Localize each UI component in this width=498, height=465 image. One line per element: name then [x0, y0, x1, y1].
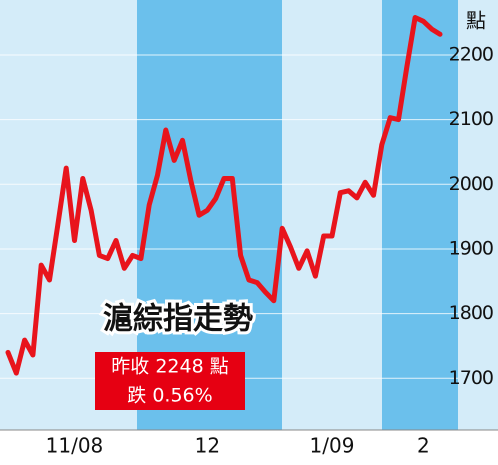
- y-tick-label: 2000: [449, 173, 493, 195]
- plot: [5, 15, 443, 376]
- month-band: [282, 0, 382, 430]
- y-tick-label: 1700: [449, 367, 493, 389]
- x-tick-label: 1/09: [310, 434, 355, 458]
- month-band: [382, 0, 458, 430]
- x-tick-label: 2: [417, 434, 430, 458]
- annotation-box: [95, 352, 245, 410]
- y-tick-label: 2200: [449, 43, 493, 65]
- y-tick-label: 2100: [449, 108, 493, 130]
- annotation: 跌 0.56%: [127, 385, 212, 407]
- x-tick-label: 11/08: [46, 434, 104, 458]
- y-axis-unit: 點: [466, 9, 486, 33]
- line: [5, 15, 443, 376]
- y-tick-label: 1900: [449, 237, 493, 259]
- y-tick-label: 1800: [449, 302, 493, 324]
- x-tick-label: 12: [195, 434, 220, 458]
- axis-band: [458, 0, 498, 430]
- annotation: 昨收 2248 點: [111, 356, 228, 378]
- chart-title: 滬綜指走勢: [103, 302, 253, 337]
- x-axis-strip: [0, 430, 498, 465]
